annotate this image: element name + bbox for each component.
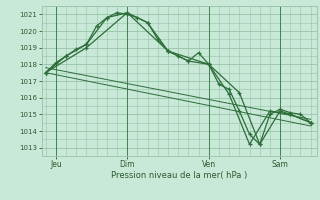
X-axis label: Pression niveau de la mer( hPa ): Pression niveau de la mer( hPa ) (111, 171, 247, 180)
